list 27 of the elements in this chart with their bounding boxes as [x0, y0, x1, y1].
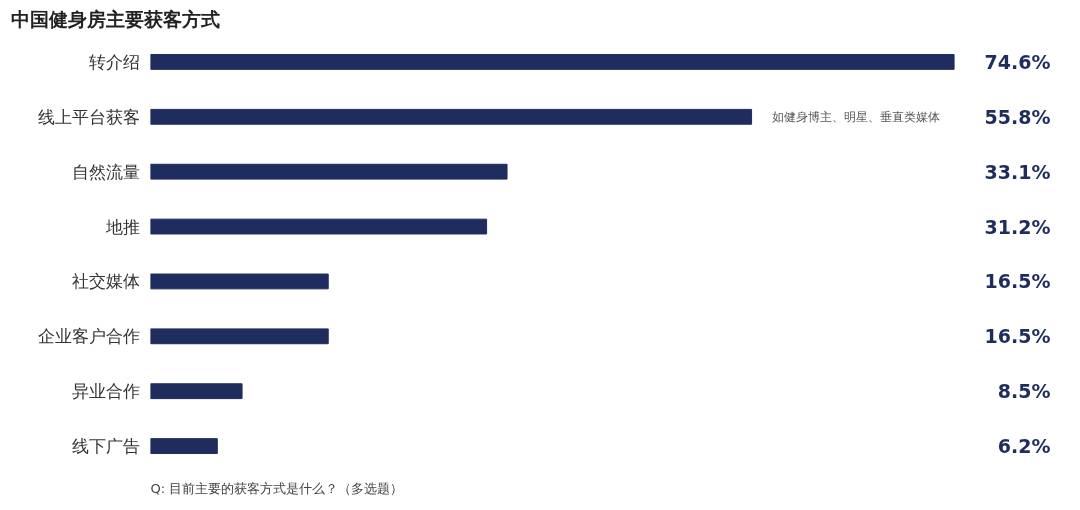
chart-title: 中国健身房主要获客方式 [10, 7, 220, 30]
y-tick-label: 自然流量 [71, 161, 140, 182]
y-tick-label: 企业客户合作 [37, 326, 140, 347]
bar [150, 108, 753, 125]
data-label: 8.5% [997, 380, 1051, 403]
bar [150, 163, 508, 180]
data-label: 16.5% [984, 325, 1051, 348]
y-tick-label: 转介绍 [88, 51, 140, 72]
bar [150, 383, 243, 400]
y-tick-label: 线下广告 [71, 436, 140, 457]
y-tick-label: 社交媒体 [71, 271, 140, 292]
bar [150, 328, 329, 345]
data-label: 31.2% [984, 215, 1051, 238]
data-label: 6.2% [997, 435, 1051, 458]
annotation: 如健身博主、明星、垂直类媒体 [771, 109, 940, 124]
data-label: 74.6% [984, 50, 1051, 73]
data-label: 55.8% [984, 105, 1051, 128]
bar [150, 273, 329, 290]
y-tick-label: 地推 [104, 216, 140, 237]
y-tick-label: 异业合作 [71, 381, 140, 402]
bar [150, 438, 218, 454]
data-label: 33.1% [984, 160, 1051, 183]
bar [150, 218, 488, 235]
text: Q: 目前主要的获客方式是什么？（多选题） [150, 480, 404, 496]
bar [150, 54, 955, 70]
data-label: 16.5% [984, 270, 1051, 293]
y-tick-label: 线上平台获客 [37, 106, 140, 127]
